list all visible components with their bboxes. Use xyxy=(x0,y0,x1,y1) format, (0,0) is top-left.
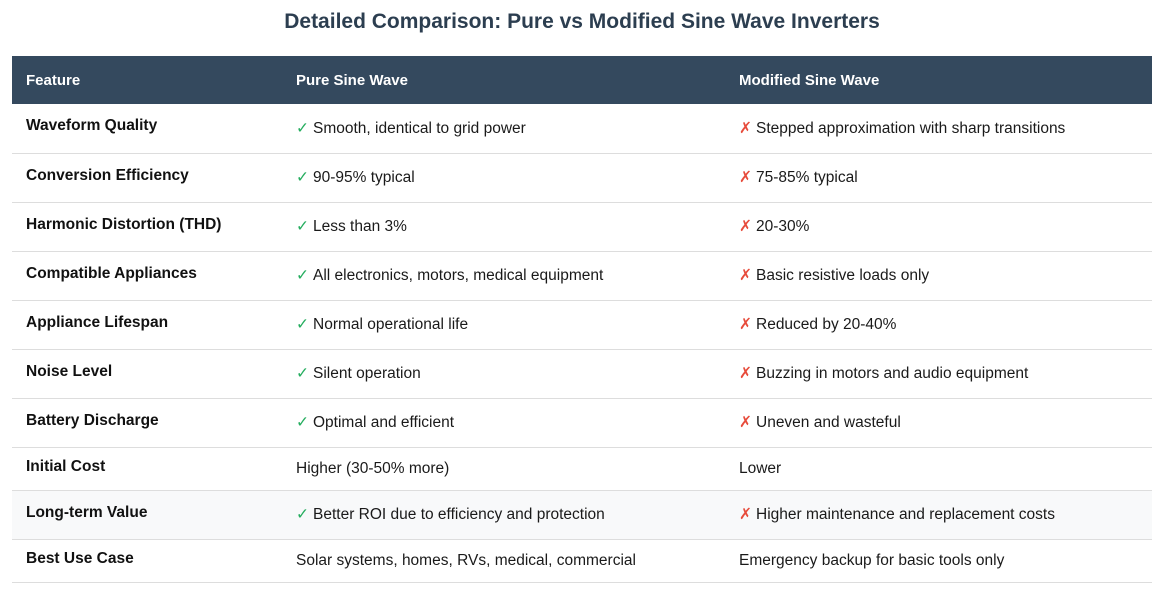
feature-cell: Long-term Value xyxy=(26,503,148,521)
check-icon: ✓ xyxy=(296,119,309,137)
check-icon: ✓ xyxy=(296,414,309,431)
check-icon: ✓ xyxy=(296,267,309,284)
pure-sine-cell: ✓ Better ROI due to efficiency and protec… xyxy=(296,506,605,523)
cross-icon: ✗ xyxy=(739,169,752,186)
check-icon: ✓ xyxy=(296,316,309,333)
table-row: Harmonic Distortion (THD) ✓ Less than 3% … xyxy=(12,202,1152,251)
cross-icon: ✗ xyxy=(739,267,752,284)
column-header-pure-sine: Pure Sine Wave xyxy=(296,71,408,89)
modified-sine-cell: ✗ Buzzing in motors and audio equipment xyxy=(739,365,1029,382)
modified-sine-cell: ✗ Higher maintenance and replacement cost… xyxy=(739,506,1055,523)
pure-sine-cell: ✓ Smooth, identical to grid power xyxy=(296,119,526,137)
check-icon: ✓ xyxy=(296,218,309,235)
table-row: Compatible Appliances ✓ All electronics, … xyxy=(12,251,1152,300)
feature-cell: Battery Discharge xyxy=(26,411,159,429)
modified-sine-cell: ✗ Stepped approximation with sharp transi… xyxy=(739,119,1066,137)
check-icon: ✓ xyxy=(296,365,309,382)
pure-sine-cell: ✓ All electronics, motors, medical equipm… xyxy=(296,267,604,284)
pure-sine-cell: Higher (30-50% more) xyxy=(296,459,450,477)
cross-icon: ✗ xyxy=(739,119,752,137)
table-row: Battery Discharge ✓ Optimal and efficient… xyxy=(12,398,1152,447)
pure-sine-cell: ✓ Less than 3% xyxy=(296,218,407,235)
table-row: Long-term Value ✓ Better ROI due to effic… xyxy=(12,490,1152,539)
column-header-modified-sine: Modified Sine Wave xyxy=(739,71,880,89)
modified-sine-cell: ✗ 20-30% xyxy=(739,218,810,235)
modified-sine-cell: ✗ 75-85% typical xyxy=(739,169,858,186)
cross-icon: ✗ xyxy=(739,365,752,382)
modified-sine-cell: ✗ Uneven and wasteful xyxy=(739,414,901,431)
cross-icon: ✗ xyxy=(739,414,752,431)
modified-sine-cell: ✗ Basic resistive loads only xyxy=(739,267,930,284)
feature-cell: Harmonic Distortion (THD) xyxy=(26,215,222,233)
modified-sine-cell: Emergency backup for basic tools only xyxy=(739,551,1005,569)
table-row: Waveform Quality ✓ Smooth, identical to g… xyxy=(12,104,1152,153)
pure-sine-cell: ✓ Silent operation xyxy=(296,365,421,382)
comparison-table: Feature Pure Sine Wave Modified Sine Wav… xyxy=(12,56,1152,583)
feature-cell: Conversion Efficiency xyxy=(26,166,189,184)
cross-icon: ✗ xyxy=(739,316,752,333)
table-row: Initial Cost Higher (30-50% more) Lower xyxy=(12,447,1152,490)
pure-sine-cell: ✓ 90-95% typical xyxy=(296,169,415,186)
cross-icon: ✗ xyxy=(739,218,752,235)
feature-cell: Waveform Quality xyxy=(26,117,158,135)
feature-cell: Best Use Case xyxy=(26,549,134,567)
cross-icon: ✗ xyxy=(739,506,752,523)
table-row: Noise Level ✓ Silent operation ✗ Buzzing i… xyxy=(12,349,1152,398)
modified-sine-cell: Lower xyxy=(739,459,782,477)
pure-sine-cell: ✓ Optimal and efficient xyxy=(296,414,455,431)
pure-sine-cell: ✓ Normal operational life xyxy=(296,316,469,333)
table-row: Best Use Case Solar systems, homes, RVs,… xyxy=(12,539,1152,582)
table-row: Conversion Efficiency ✓ 90-95% typical ✗ 7… xyxy=(12,153,1152,202)
pure-sine-cell: Solar systems, homes, RVs, medical, comm… xyxy=(296,551,636,569)
check-icon: ✓ xyxy=(296,506,309,523)
feature-cell: Noise Level xyxy=(26,362,113,380)
check-icon: ✓ xyxy=(296,169,309,186)
feature-cell: Compatible Appliances xyxy=(26,264,197,282)
modified-sine-cell: ✗ Reduced by 20-40% xyxy=(739,316,897,333)
feature-cell: Appliance Lifespan xyxy=(26,313,169,331)
column-header-feature: Feature xyxy=(26,71,81,89)
table-row: Appliance Lifespan ✓ Normal operational l… xyxy=(12,300,1152,349)
page-title: Detailed Comparison: Pure vs Modified Si… xyxy=(284,10,880,33)
feature-cell: Initial Cost xyxy=(26,457,106,475)
table-header-row: Feature Pure Sine Wave Modified Sine Wav… xyxy=(12,56,1152,104)
